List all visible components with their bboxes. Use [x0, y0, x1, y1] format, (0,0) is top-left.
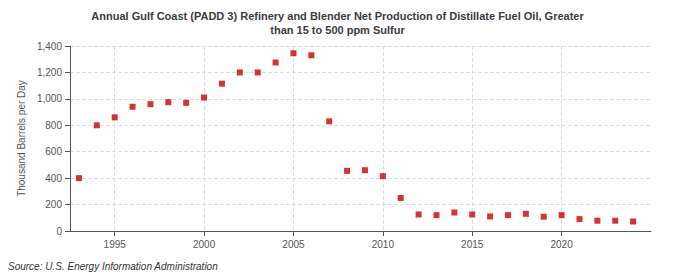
svg-text:200: 200 [45, 199, 62, 210]
svg-text:Source: U.S. Energy Informatio: Source: U.S. Energy Information Administ… [8, 261, 218, 272]
svg-text:than 15 to 500 ppm Sulfur: than 15 to 500 ppm Sulfur [270, 24, 405, 36]
svg-text:2000: 2000 [193, 239, 216, 250]
svg-text:Annual Gulf Coast (PADD 3) Ref: Annual Gulf Coast (PADD 3) Refinery and … [91, 10, 584, 22]
svg-text:Thousand Barrels per Day: Thousand Barrels per Day [16, 80, 27, 197]
svg-text:1,000: 1,000 [37, 93, 62, 104]
svg-text:1,200: 1,200 [37, 67, 62, 78]
svg-text:2020: 2020 [550, 239, 573, 250]
svg-text:2015: 2015 [461, 239, 484, 250]
svg-text:400: 400 [45, 173, 62, 184]
svg-text:2005: 2005 [282, 239, 305, 250]
svg-text:2010: 2010 [372, 239, 395, 250]
svg-text:600: 600 [45, 146, 62, 157]
svg-text:800: 800 [45, 120, 62, 131]
svg-text:1995: 1995 [104, 239, 127, 250]
svg-text:1,400: 1,400 [37, 41, 62, 52]
svg-text:0: 0 [56, 226, 62, 237]
